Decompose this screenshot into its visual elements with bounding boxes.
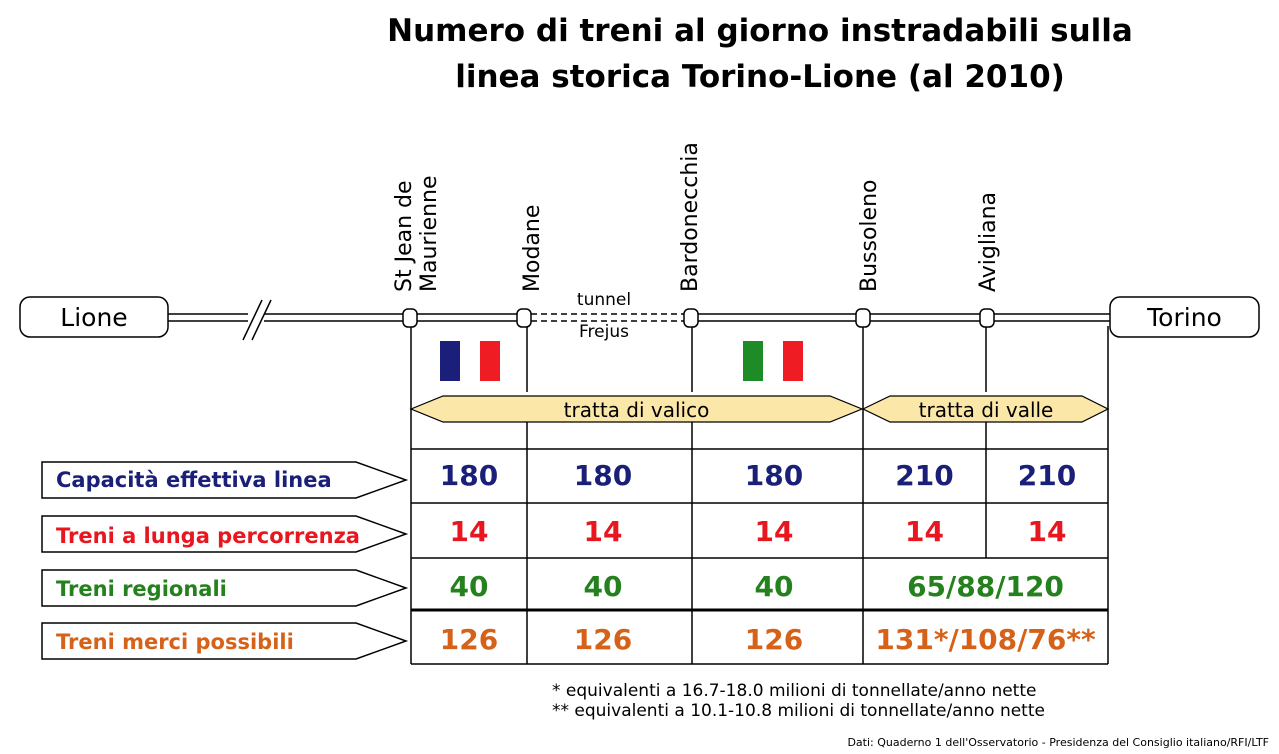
tunnel-label-1: tunnel [576, 290, 632, 310]
cell-capacita-5: 210 [1017, 459, 1077, 492]
break-mark [242, 299, 272, 341]
flag-france [440, 341, 500, 381]
cell-regionali-3: 40 [754, 570, 794, 603]
footnote-1: * equivalenti a 16.7-18.0 milioni di ton… [552, 681, 1037, 701]
cell-merci-4: 131*/108/76** [875, 623, 1096, 656]
cell-lunga-5: 14 [1027, 515, 1067, 548]
endpoint-torino-label: Torino [1147, 303, 1222, 332]
station-markers [402, 308, 995, 328]
flag-italy [743, 341, 803, 381]
station-marker-st-jean [402, 308, 418, 328]
cell-lunga-4: 14 [905, 515, 944, 548]
station-marker-bussoleno [855, 308, 871, 328]
cell-lunga-3: 14 [754, 515, 794, 548]
tunnel-dashed-line [531, 313, 684, 322]
row-label-arrows [41, 461, 409, 660]
title-line-2: linea storica Torino-Lione (al 2010) [455, 59, 1065, 95]
station-label-modane: Modane [520, 205, 545, 292]
footnote-2: ** equivalenti a 10.1-10.8 milioni di to… [552, 701, 1045, 721]
torino-box [1109, 296, 1260, 338]
cell-capacita-2: 180 [573, 459, 633, 492]
diagram-title: Numero di treni al giorno instradabili s… [300, 8, 1220, 100]
cell-capacita-3: 180 [744, 459, 804, 492]
table-grid [410, 326, 1109, 665]
cell-lunga-1: 14 [449, 515, 489, 548]
station-label-bardonecchia: Bardonecchia [678, 142, 703, 292]
cell-lunga-2: 14 [583, 515, 623, 548]
station-label-avigliana: Avigliana [976, 192, 1001, 292]
tratta-valle-arrow [861, 395, 1110, 423]
row-label-merci: Treni merci possibili [56, 630, 294, 654]
cell-capacita-4: 210 [895, 459, 954, 492]
station-label-st-jean-2: Maurienne [417, 175, 442, 292]
station-marker-modane [516, 308, 532, 328]
cell-regionali-1: 40 [449, 570, 489, 603]
station-label-bussoleno: Bussoleno [857, 180, 882, 292]
tunnel-label-2: Frejus [579, 322, 629, 342]
lione-box [19, 296, 169, 338]
cell-merci-3: 126 [744, 623, 804, 656]
row-label-regionali: Treni regionali [56, 577, 227, 601]
station-marker-avigliana [979, 308, 995, 328]
station-marker-bardonecchia [683, 308, 699, 328]
cell-capacita-1: 180 [439, 459, 499, 492]
cell-merci-2: 126 [573, 623, 633, 656]
row-label-capacita: Capacità effettiva linea [56, 468, 332, 492]
title-line-1: Numero di treni al giorno instradabili s… [387, 13, 1133, 49]
cell-regionali-2: 40 [583, 570, 623, 603]
cell-merci-1: 126 [439, 623, 499, 656]
tratta-valle-label: tratta di valle [918, 398, 1054, 422]
cell-regionali-4: 65/88/120 [907, 570, 1064, 603]
endpoint-lione-label: Lione [60, 303, 128, 332]
source-citation: Dati: Quaderno 1 dell'Osservatorio - Pre… [847, 736, 1269, 749]
row-label-lunga-percorrenza: Treni a lunga percorrenza [56, 524, 360, 548]
tratta-valico-label: tratta di valico [563, 398, 710, 422]
station-label-st-jean-1: St Jean de [392, 180, 417, 292]
